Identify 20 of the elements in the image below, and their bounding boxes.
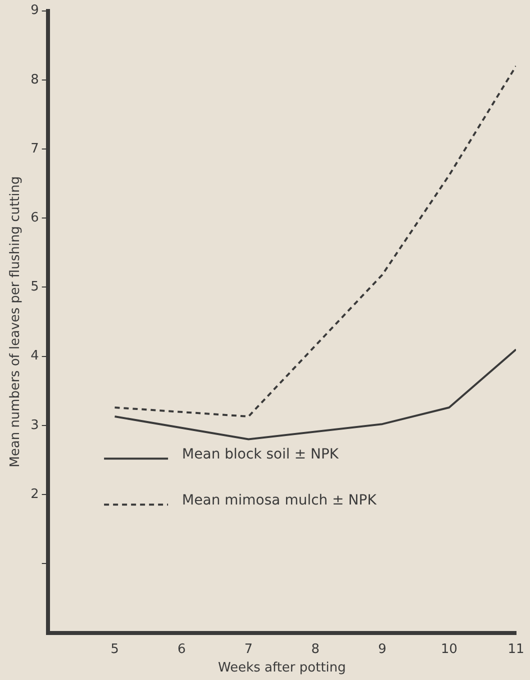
legend-label: Mean mimosa mulch ± NPK: [182, 492, 378, 508]
legend-label: Mean block soil ± NPK: [182, 446, 340, 462]
line-series: [114, 65, 516, 418]
x-tick-label: 6: [177, 642, 186, 657]
y-tick-label: 2: [30, 486, 39, 502]
x-tick-label: 8: [311, 642, 320, 657]
y-tick-label: 6: [30, 210, 39, 226]
x-tick-label: 11: [508, 642, 524, 657]
y-axis-title: Mean numbers of leaves per flushing cutting: [8, 176, 24, 468]
x-axis-title: Weeks after potting: [218, 660, 346, 676]
x-tick-label: 5: [110, 642, 119, 657]
y-tick-label: 7: [30, 141, 39, 156]
y-tick-label: 5: [30, 280, 39, 295]
y-tick-label: 9: [30, 3, 39, 18]
y-tick-label: 8: [30, 72, 39, 88]
x-tick-label: 7: [244, 642, 253, 657]
y-tick-label: 3: [30, 418, 39, 433]
x-tick-label: 10: [440, 642, 458, 657]
y-tick-label: 4: [30, 348, 39, 364]
x-tick-label: 9: [378, 642, 386, 657]
